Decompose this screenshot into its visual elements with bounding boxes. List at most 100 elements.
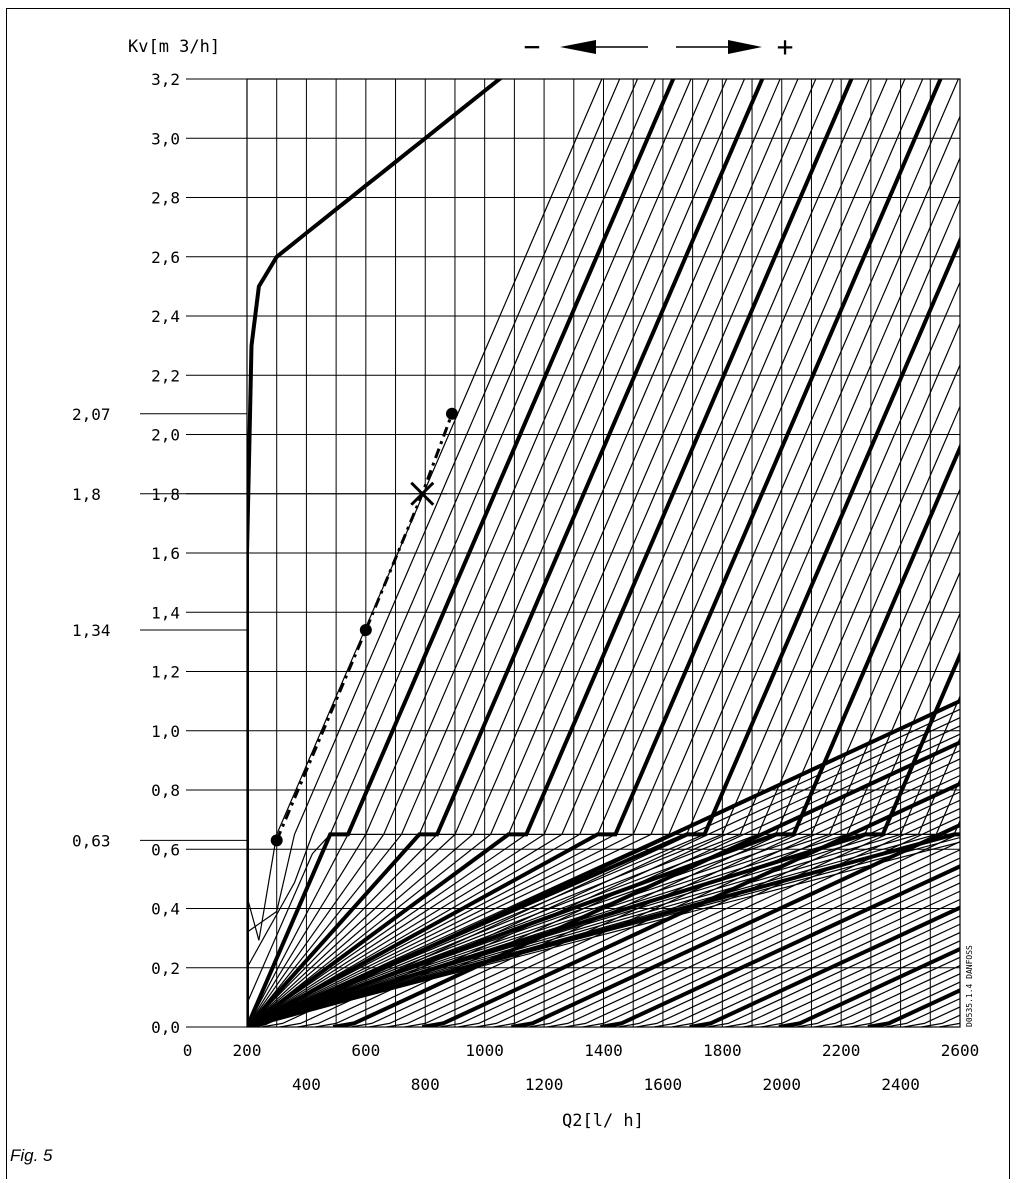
example-point [359,624,372,637]
curve [653,890,960,1027]
curve [247,79,870,1027]
curve [760,940,960,1027]
bold-curve [867,988,960,1027]
curve [247,79,728,1027]
x-tick-label: 600 [351,1041,380,1060]
y-tick-label: 1,4 [151,603,180,622]
minus-sign: − [524,30,541,63]
curve [247,79,888,1027]
curve [386,766,960,1027]
figure-frame [6,8,1010,1179]
y-tick-label: 1,0 [151,722,180,741]
x-tick-label: 2000 [762,1075,801,1094]
x-tick-label: 1200 [525,1075,564,1094]
right-arrow-head [728,40,762,54]
y-tick-label: 0,0 [151,1018,180,1037]
curve [832,973,960,1027]
curve [247,114,960,1027]
x-tick-label: 1400 [584,1041,623,1060]
bold-curve [247,79,503,1027]
y-tick-label: 0,6 [151,840,180,859]
annotation-label: 0,63 [72,831,111,850]
curve [707,915,960,1027]
y-tick-label: 2,4 [151,307,180,326]
curve [582,857,960,1027]
x-axis-label: Q2[l/ h] [562,1111,644,1131]
curve [247,79,603,941]
curve [457,799,960,1027]
curve [742,931,960,1027]
grid [246,78,961,1028]
curve [315,733,960,1027]
annotation-label: 1,8 [72,485,101,504]
x-tick-label: 0 [183,1041,193,1060]
annotation-label: 2,07 [72,405,111,424]
curve [404,774,960,1027]
bold-curve [600,864,960,1027]
y-tick-label: 0,2 [151,959,180,978]
example-point [270,834,283,847]
curve [279,716,960,1027]
x-tick-label: 2600 [941,1041,980,1060]
curve [247,570,960,1027]
direction-indicator: − + [524,30,794,63]
curve [247,79,906,1027]
curve [439,791,960,1027]
x-tick-label: 200 [233,1041,262,1060]
curve [247,280,960,1027]
x-tick-label: 2200 [822,1041,861,1060]
y-tick-label: 3,0 [151,129,180,148]
curve [939,1022,960,1027]
curve [247,79,639,969]
curve [725,923,960,1027]
bold-curve [247,79,943,1027]
curve [247,79,817,1027]
y-tick-label: 0,8 [151,781,180,800]
curve [618,873,960,1027]
bold-curve [247,79,854,1027]
curve [261,708,960,1027]
x-tick-label: 1800 [703,1041,742,1060]
y-tick-label: 0,4 [151,900,180,919]
curve [247,156,960,1027]
curve [247,736,960,1027]
bold-curve [689,905,960,1027]
curve [671,898,960,1027]
example-cross-b [410,481,435,506]
curve [529,832,960,1027]
x-tick-label: 1600 [644,1075,683,1094]
curve [475,807,960,1027]
figure-caption: Fig. 5 [10,1146,53,1165]
y-tick-label: 1,6 [151,544,180,563]
curve [247,79,924,1027]
x-tick-label: 1000 [465,1041,504,1060]
curve [247,363,960,1027]
y-tick-label: 1,2 [151,663,180,682]
example-point [445,407,458,420]
curve [350,749,960,1027]
y-tick-label: 2,2 [151,366,180,385]
bold-curve [247,698,960,1027]
curve [546,840,960,1027]
curve [247,322,960,1027]
curve [247,79,835,1027]
example-path [275,413,454,841]
curve [247,79,710,1027]
curve [796,956,960,1027]
curve [247,79,746,1027]
curve [247,79,692,1027]
bold-curve [247,442,960,1027]
curve [493,816,960,1027]
curve [247,197,960,1027]
curve [814,964,960,1027]
bold-curve [332,740,960,1027]
curve [247,79,960,1027]
curve-family [247,79,960,1027]
bold-curve [778,946,960,1027]
y-tick-label: 2,0 [151,426,180,445]
curve [849,981,960,1027]
curve [636,882,960,1027]
bold-curve [247,235,960,1027]
curve [297,725,960,1027]
